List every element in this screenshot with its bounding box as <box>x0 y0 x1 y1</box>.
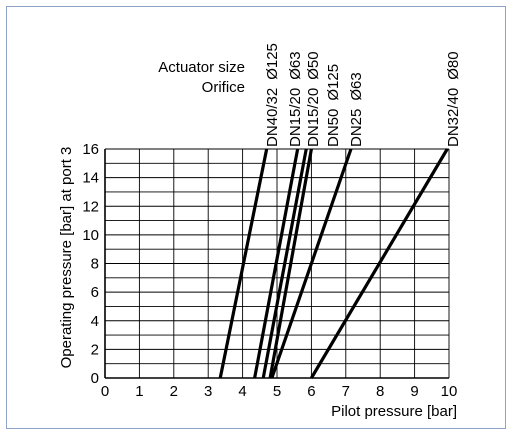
series-label-orifice: DN15/20 <box>305 88 322 147</box>
y-tick-label: 0 <box>91 370 99 387</box>
x-tick-label: 1 <box>135 383 143 400</box>
series-line <box>310 148 449 379</box>
y-tick-label: 8 <box>91 256 99 273</box>
series-lines <box>218 148 449 379</box>
series-label-actuator: Ø63 <box>348 72 365 100</box>
series-label: DN15/20 Ø50 <box>305 51 322 147</box>
x-tick-label: 7 <box>342 383 350 400</box>
header-label-orifice: Orifice <box>202 79 245 96</box>
y-axis-label: Operating pressure [bar] at port 3 <box>58 147 75 369</box>
axes <box>104 149 449 379</box>
x-tick-label: 5 <box>273 383 281 400</box>
x-tick-label: 2 <box>170 383 178 400</box>
y-tick-label: 2 <box>91 341 99 358</box>
series-line <box>261 148 308 379</box>
series-line <box>218 148 269 379</box>
x-tick-label: 3 <box>204 383 212 400</box>
series-line <box>268 148 313 379</box>
series-label-orifice: DN25 <box>348 109 365 147</box>
series-line <box>270 148 353 379</box>
series-label-actuator: Ø63 <box>287 51 304 79</box>
series-label-actuator: Ø80 <box>445 51 462 79</box>
series-label-orifice: DN15/20 <box>287 88 304 147</box>
chart-frame <box>6 6 506 429</box>
y-tick-label: 6 <box>91 284 99 301</box>
series-line <box>253 148 300 379</box>
series-label: DN25 Ø63 <box>348 72 365 147</box>
series-label: DN50 Ø125 <box>325 64 342 147</box>
x-axis-label: Pilot pressure [bar] <box>331 403 457 420</box>
series-label: DN15/20 Ø63 <box>287 51 304 147</box>
series-label: DN40/32 Ø125 <box>264 43 281 147</box>
series-label-actuator: Ø125 <box>325 64 342 101</box>
x-tick-label: 6 <box>307 383 315 400</box>
x-tick-label: 9 <box>410 383 418 400</box>
y-tick-label: 14 <box>82 170 99 187</box>
x-tick-label: 8 <box>376 383 384 400</box>
x-tick-label: 0 <box>101 383 109 400</box>
series-label-actuator: Ø125 <box>264 43 281 80</box>
y-tick-label: 16 <box>82 141 99 158</box>
series-label: DN32/40 Ø80 <box>445 51 462 147</box>
series-header: DN40/32Ø125DN15/20Ø63DN15/20Ø50DN50Ø125D… <box>264 43 462 147</box>
x-tick-label: 10 <box>441 383 458 400</box>
series-label-actuator: Ø50 <box>305 51 322 79</box>
header-label-actuator: Actuator size <box>158 59 245 76</box>
series-label-orifice: DN50 <box>325 109 342 147</box>
y-tick-label: 12 <box>82 198 99 215</box>
series-label-orifice: DN32/40 <box>445 88 462 147</box>
y-tick-label: 10 <box>82 227 99 244</box>
y-tick-label: 4 <box>91 313 99 330</box>
x-tick-label: 4 <box>238 383 246 400</box>
series-label-orifice: DN40/32 <box>264 88 281 147</box>
